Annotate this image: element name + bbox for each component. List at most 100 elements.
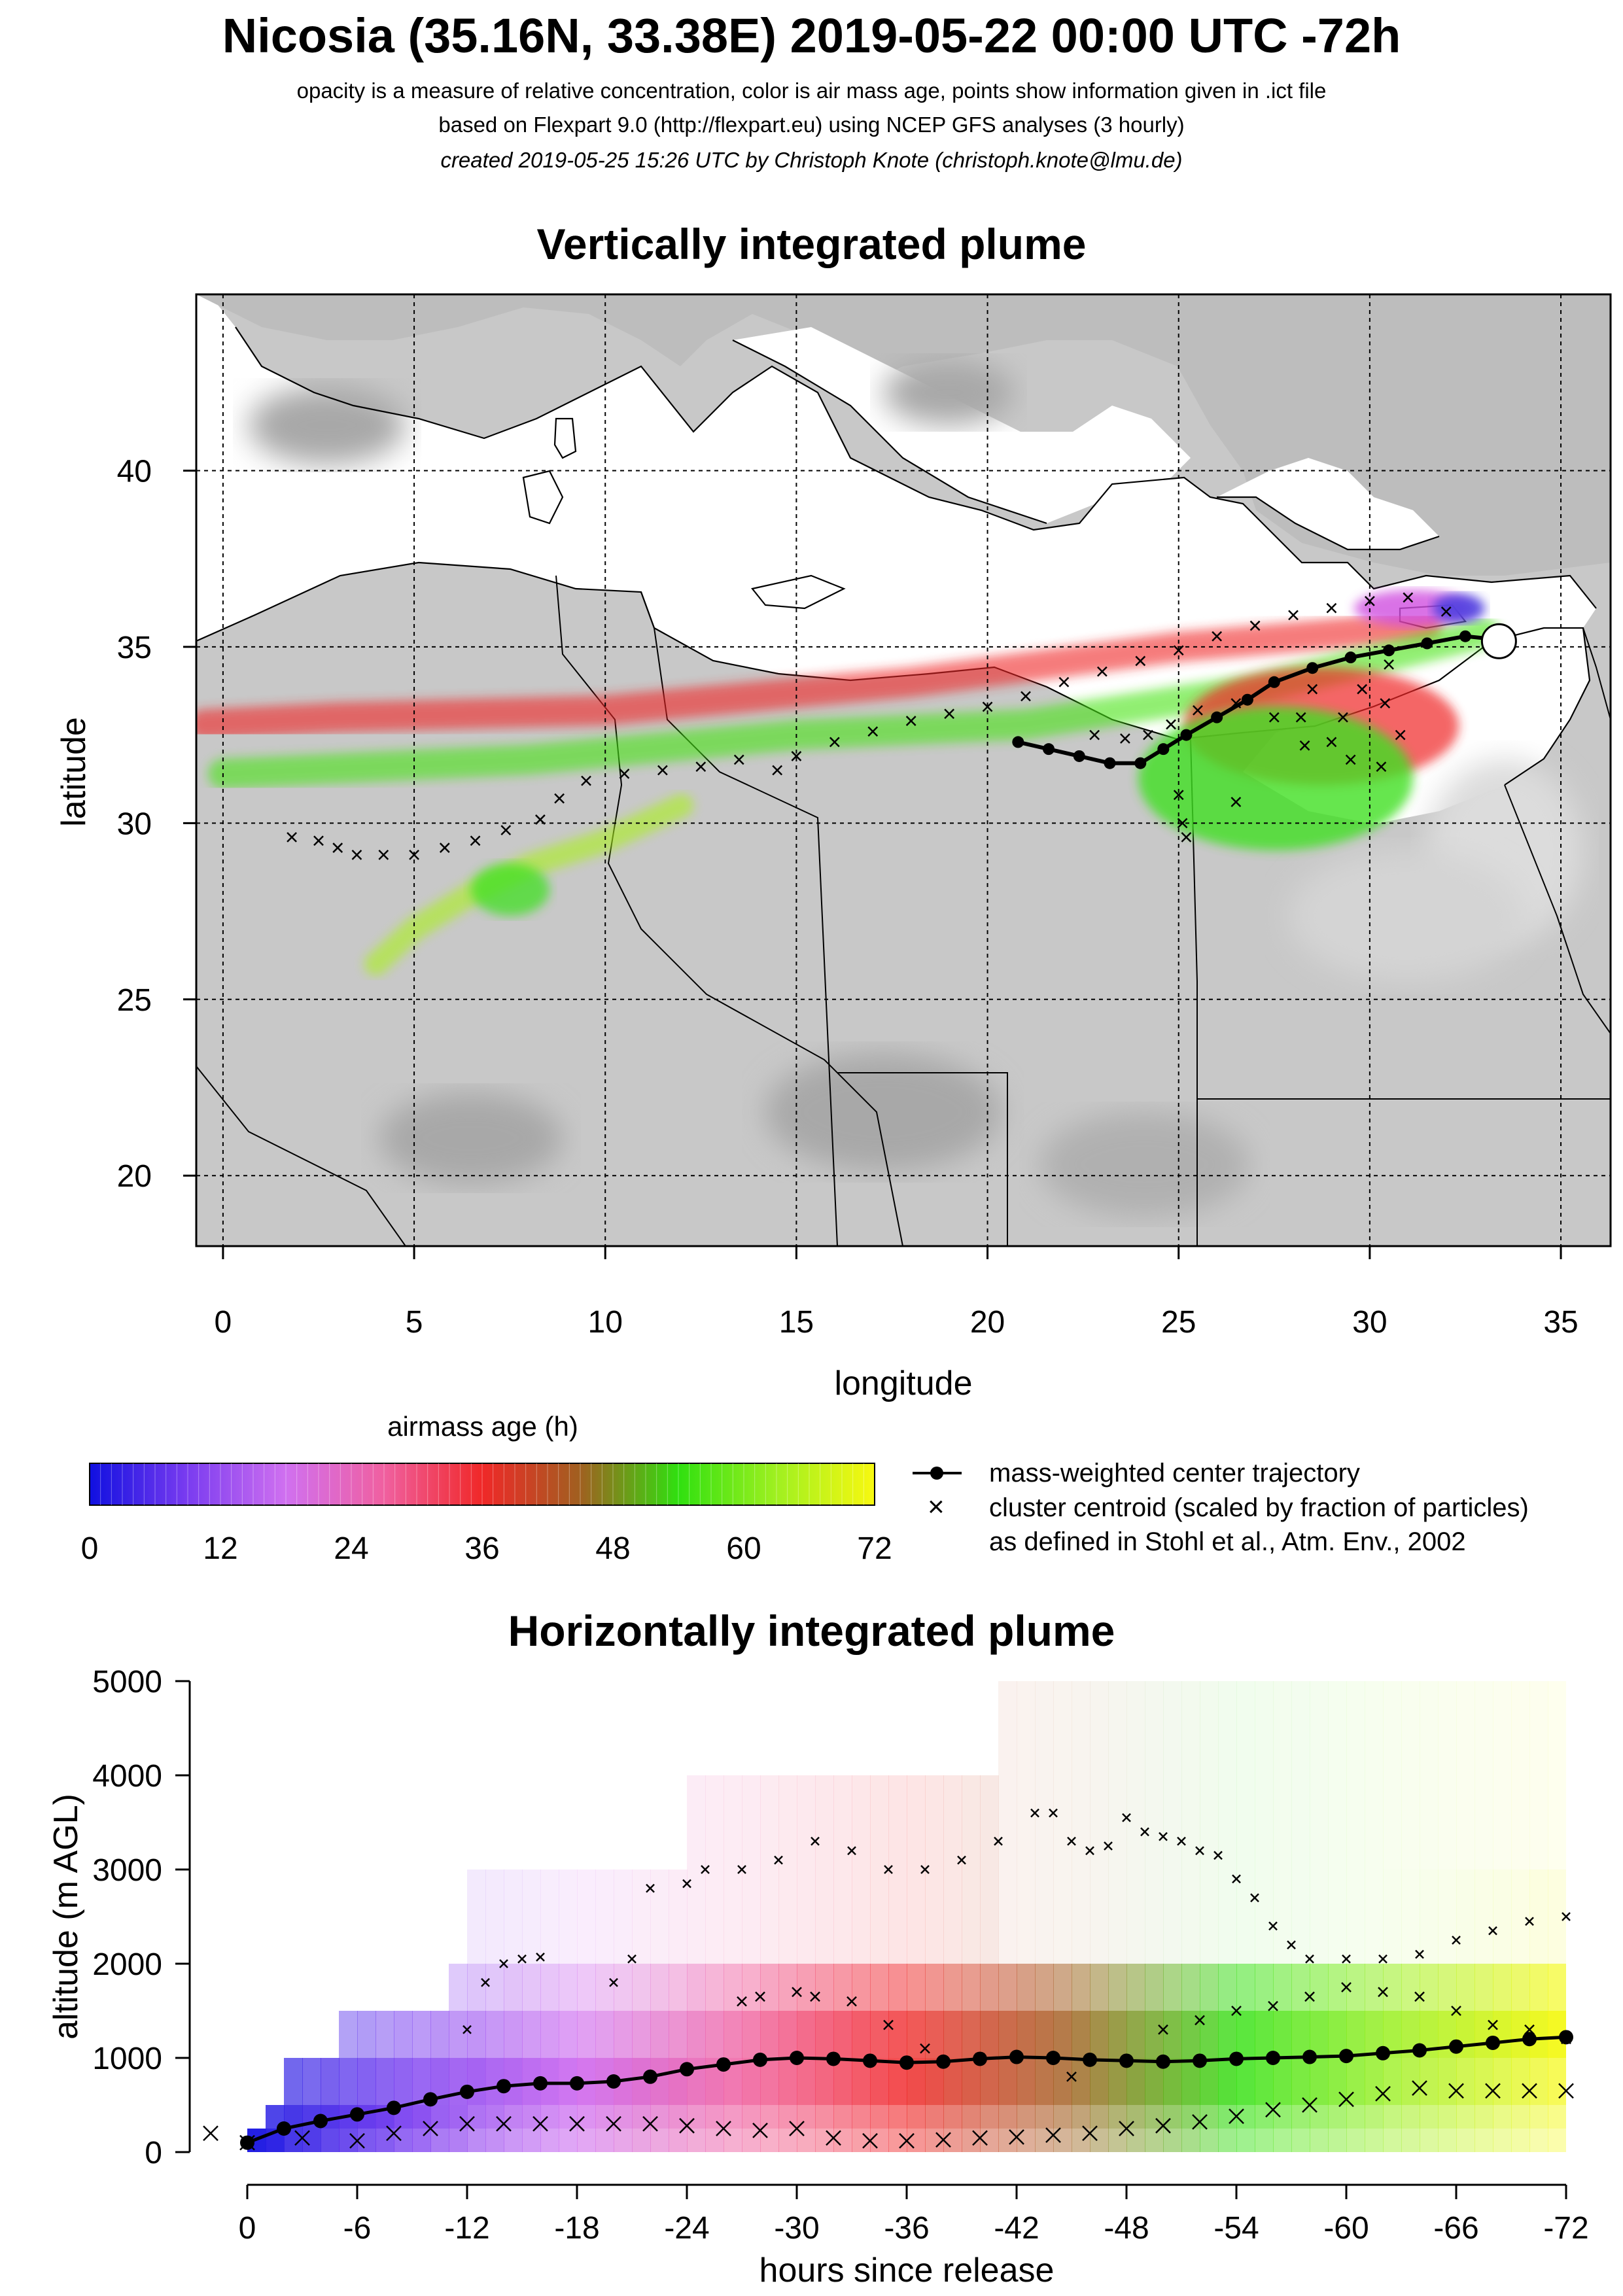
vertical-age-cell bbox=[1438, 2105, 1457, 2129]
vertical-age-cell bbox=[778, 1775, 797, 1870]
vertical-age-cell bbox=[1255, 2058, 1274, 2105]
vertical-age-cell bbox=[1163, 1775, 1182, 1870]
vertical-age-cell bbox=[540, 1870, 559, 1964]
vertical-age-cell bbox=[1236, 2058, 1255, 2105]
vertical-center-point bbox=[1339, 2049, 1353, 2064]
vertical-age-cell bbox=[1365, 2058, 1384, 2105]
vertical-centroid-x bbox=[1378, 1987, 1388, 1998]
vertical-age-cell bbox=[339, 2129, 358, 2152]
plume-patch-green bbox=[471, 863, 550, 916]
vertical-center-point bbox=[899, 2055, 914, 2070]
colorbar-title: airmass age (h) bbox=[387, 1411, 578, 1442]
vertical-age-cell bbox=[907, 2129, 926, 2152]
vertical-age-cell bbox=[760, 2011, 779, 2058]
vertical-centroid-x bbox=[1049, 1808, 1058, 1818]
vertical-centroid-x bbox=[789, 2121, 805, 2136]
vertical-age-cell bbox=[1493, 2058, 1512, 2105]
colorbar-tick-label: 24 bbox=[334, 1531, 368, 1566]
vertical-age-cell bbox=[1475, 2011, 1493, 2058]
vertical-age-cell bbox=[1163, 1681, 1182, 1775]
vertical-age-cell bbox=[1475, 1964, 1493, 2011]
vertical-age-cell bbox=[522, 2011, 541, 2058]
vertical-age-cell bbox=[1328, 2105, 1347, 2129]
vertical-age-cell bbox=[797, 1964, 816, 2011]
map-center-point bbox=[1241, 693, 1253, 706]
vertical-age-cell bbox=[1035, 1870, 1054, 1964]
vertical-centroid-x bbox=[1066, 2071, 1077, 2082]
vertical-age-cell bbox=[943, 2011, 962, 2058]
vertical-age-cell bbox=[339, 2058, 358, 2105]
vertical-centroid-x bbox=[532, 2115, 548, 2132]
vertical-age-cell bbox=[1072, 2011, 1091, 2058]
vertical-age-cell bbox=[1438, 1870, 1457, 1964]
vertical-age-cell bbox=[1383, 1775, 1402, 1870]
map-centroid-x bbox=[1230, 797, 1242, 807]
map-centroid-x bbox=[1380, 698, 1391, 708]
vertical-centroid-x bbox=[811, 1836, 820, 1846]
vertical-age-cell bbox=[632, 1964, 651, 2011]
map-centroid-x bbox=[1021, 691, 1031, 702]
vertical-age-cell bbox=[1529, 1870, 1548, 1964]
vertical-x-tick-label: -66 bbox=[1433, 2211, 1478, 2246]
vertical-age-cell bbox=[412, 2105, 431, 2129]
map-x-tick-label: 20 bbox=[970, 1305, 1005, 1340]
map-centroid-x bbox=[287, 832, 297, 843]
vertical-centroid-x bbox=[920, 2043, 930, 2054]
terrain-dark-patch bbox=[883, 360, 1014, 425]
vertical-age-cell bbox=[760, 1775, 779, 1870]
vertical-age-cell bbox=[852, 1775, 871, 1870]
vertical-centroid-x bbox=[1488, 1926, 1497, 1936]
vertical-age-cell bbox=[1548, 2105, 1566, 2129]
vertical-x-tick-label: -72 bbox=[1543, 2211, 1588, 2246]
vertical-age-cell bbox=[1200, 1775, 1219, 1870]
map-centroid-x bbox=[1403, 592, 1414, 603]
vertical-age-cell bbox=[1236, 2129, 1255, 2152]
vertical-center-point bbox=[570, 2076, 584, 2091]
vertical-age-cell bbox=[760, 1870, 779, 1964]
map-centroid-x bbox=[1143, 729, 1153, 740]
vertical-age-cell bbox=[888, 1870, 907, 1964]
vertical-x-tick-label: -60 bbox=[1323, 2211, 1369, 2246]
map-y-tick-label: 40 bbox=[117, 454, 152, 489]
map-centroid-x bbox=[1089, 729, 1100, 740]
colorbar-tick-label: 72 bbox=[857, 1531, 892, 1566]
vertical-age-cell bbox=[1529, 1964, 1548, 2011]
map-center-point bbox=[1306, 662, 1319, 674]
legend-center-label: mass-weighted center trajectory bbox=[989, 1459, 1360, 1487]
vertical-age-cell bbox=[778, 2011, 797, 2058]
vertical-center-point bbox=[680, 2062, 694, 2077]
vertical-age-cell bbox=[943, 1870, 962, 1964]
vertical-age-cell bbox=[1365, 2105, 1384, 2129]
vertical-age-cell bbox=[1401, 2058, 1420, 2105]
vertical-age-cell bbox=[1291, 1964, 1310, 2011]
vertical-centroid-x bbox=[349, 2132, 365, 2149]
map-centroid-x bbox=[1338, 712, 1348, 723]
vertical-centroid-x bbox=[1488, 2019, 1498, 2030]
vertical-age-cell bbox=[1529, 2129, 1548, 2152]
vertical-age-cell bbox=[1291, 1681, 1310, 1775]
vertical-age-cell bbox=[339, 2011, 358, 2058]
vertical-centroid-x bbox=[1448, 2083, 1464, 2099]
vertical-age-cell bbox=[522, 2129, 541, 2152]
map-panel: 0 5 10 15 20 25 30 35 20 25 30 35 40 longitude lati… bbox=[55, 293, 1612, 1402]
vertical-x-axis-label: hours since release bbox=[759, 2252, 1055, 2289]
vertical-x-tick-label: -42 bbox=[994, 2211, 1039, 2246]
vertical-age-cell bbox=[1310, 1964, 1329, 2011]
vertical-age-cell bbox=[1401, 1775, 1420, 1870]
vertical-age-cell bbox=[485, 2011, 504, 2058]
vertical-age-cell bbox=[907, 1964, 926, 2011]
vertical-age-cell bbox=[1200, 1870, 1219, 1964]
vertical-age-cell bbox=[980, 2058, 999, 2105]
vertical-age-cell bbox=[1255, 2129, 1274, 2152]
vertical-age-cell bbox=[1401, 1870, 1420, 1964]
vertical-age-cell bbox=[669, 2011, 688, 2058]
vertical-cluster-high bbox=[462, 1808, 1571, 2034]
map-centroid-x bbox=[1295, 712, 1306, 723]
vertical-age-cell bbox=[1145, 2011, 1164, 2058]
vertical-age-cell bbox=[742, 2105, 761, 2129]
map-chart-title: Vertically integrated plume bbox=[536, 220, 1087, 268]
map-center-point bbox=[1157, 743, 1170, 756]
vertical-age-cell bbox=[1163, 1870, 1182, 1964]
map-centroid-x bbox=[554, 793, 565, 804]
